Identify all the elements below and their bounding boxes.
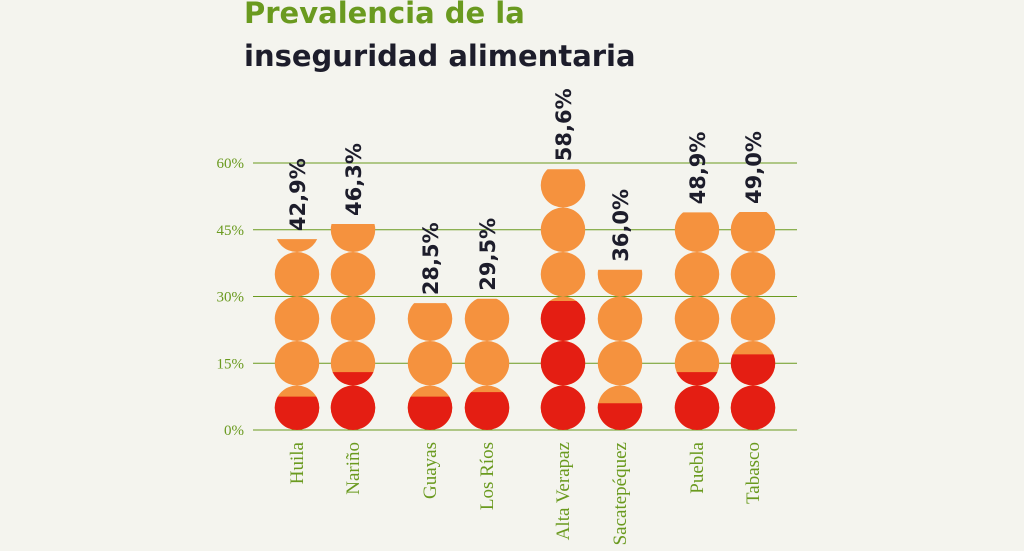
dot-mark (597, 296, 643, 341)
x-tick-label: Huila (287, 441, 308, 484)
dot-mark (597, 341, 643, 386)
dot-mark (674, 385, 720, 430)
dot-mark (540, 207, 586, 252)
dot-mark (676, 372, 718, 386)
dot-mark (276, 239, 318, 252)
chart-title-line2: inseguridad alimentaria (244, 39, 636, 73)
data-label: 58,6% (552, 88, 576, 161)
dot-mark (540, 385, 586, 430)
x-tick-label: Tabasco (743, 442, 764, 504)
y-tick-label: 30% (217, 290, 245, 306)
dot-mark (730, 211, 776, 252)
dot-mark (674, 252, 720, 297)
bar-los-ríos (464, 298, 510, 430)
dot-mark (730, 385, 776, 430)
dot-mark (464, 392, 510, 430)
y-tick-label: 0% (224, 423, 244, 439)
y-tick-label: 45% (217, 223, 245, 239)
dot-mark (407, 341, 453, 386)
dot-mark (540, 252, 586, 297)
x-tick-label: Sacatepéquez (610, 442, 631, 545)
bar-alta-verapaz (540, 169, 586, 430)
dot-mark (464, 341, 510, 386)
y-tick-label: 15% (217, 356, 245, 372)
chart-title-line1: Prevalencia de la (244, 0, 525, 30)
bar-puebla (674, 212, 720, 430)
dot-mark (330, 223, 376, 252)
data-label: 46,3% (342, 143, 366, 216)
dot-mark (274, 341, 320, 386)
bar-nariño (330, 223, 376, 430)
data-label: 48,9% (686, 132, 710, 205)
dot-mark (730, 252, 776, 297)
bar-tabasco (730, 211, 776, 430)
x-tick-label: Nariño (343, 442, 364, 495)
data-label: 28,5% (419, 222, 443, 295)
data-label: 29,5% (476, 218, 500, 291)
dot-mark (330, 252, 376, 297)
dot-mark (332, 372, 374, 386)
dot-mark (540, 300, 586, 341)
dot-mark (674, 212, 720, 252)
dot-mark (540, 169, 586, 208)
dot-mark (597, 269, 643, 297)
x-tick-label: Guayas (420, 442, 441, 499)
data-label: 42,9% (286, 158, 310, 231)
dot-mark (597, 403, 643, 430)
dot-mark (730, 354, 776, 386)
x-tick-label: Alta Verapaz (553, 442, 574, 540)
x-tick-label: Los Ríos (477, 442, 498, 510)
dot-mark (407, 396, 453, 430)
dot-mark (540, 341, 586, 386)
dot-mark (330, 385, 376, 430)
bar-guayas (407, 303, 453, 430)
dot-mark (730, 296, 776, 341)
data-label: 49,0% (742, 131, 766, 204)
dot-mark (274, 252, 320, 297)
bar-sacatepéquez (597, 269, 643, 430)
dot-mark (274, 396, 320, 430)
dot-mark (274, 296, 320, 341)
dot-mark (464, 298, 510, 341)
dot-mark (674, 296, 720, 341)
dot-mark (330, 296, 376, 341)
y-tick-label: 60% (217, 156, 245, 172)
x-tick-label: Puebla (687, 441, 708, 493)
data-label: 36,0% (609, 189, 633, 262)
bar-huila (274, 239, 320, 430)
dot-mark (407, 303, 453, 341)
